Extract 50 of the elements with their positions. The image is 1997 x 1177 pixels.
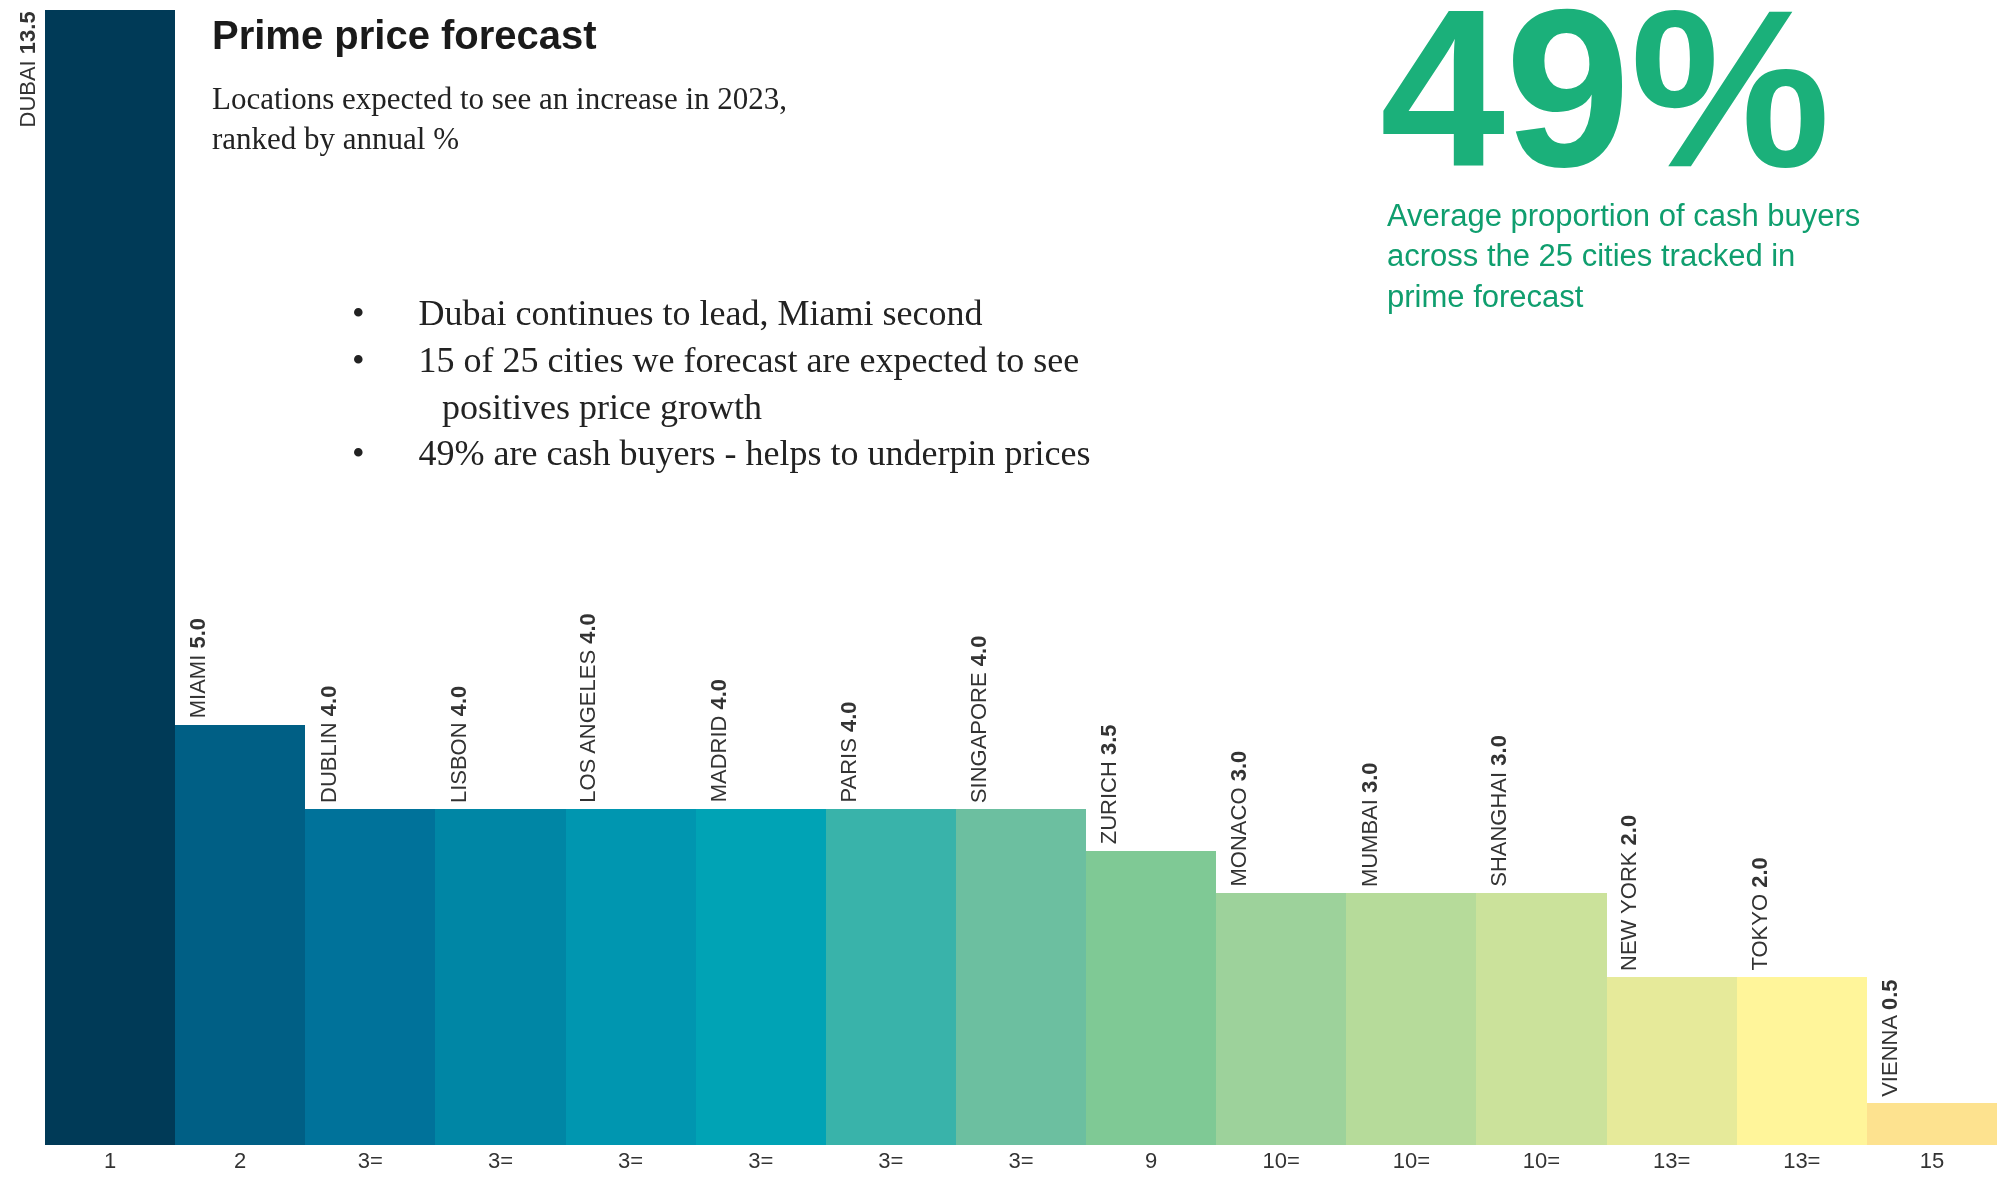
data-label: SINGAPORE 4.0 xyxy=(965,635,991,804)
data-label: LISBON 4.0 xyxy=(445,685,471,804)
x-tick-label: 3= xyxy=(1008,1148,1034,1173)
bar xyxy=(1086,851,1216,1145)
x-tick-label: 3= xyxy=(878,1148,904,1173)
data-label: SHANGHAI 3.0 xyxy=(1486,735,1512,887)
x-tick-label: 1 xyxy=(103,1148,117,1173)
x-tick-label: 3= xyxy=(357,1148,383,1173)
data-label: PARIS 4.0 xyxy=(836,701,862,803)
annotation: • 15 of 25 cities we forecast are expected to see positives price growth xyxy=(352,339,1080,427)
bar xyxy=(1476,893,1607,1145)
data-label: DUBLIN 4.0 xyxy=(315,685,341,803)
x-tick-label: 13= xyxy=(1783,1148,1821,1173)
bar xyxy=(305,809,435,1145)
text: Locations expected to see an increase in 2023, ranked by annual % xyxy=(212,81,787,157)
x-tick-label: 3= xyxy=(748,1148,774,1173)
bar xyxy=(1346,893,1476,1145)
bar xyxy=(1867,1103,1997,1145)
x-tick-label: 3= xyxy=(487,1148,514,1173)
bar xyxy=(1607,977,1737,1145)
data-label: NEW YORK 2.0 xyxy=(1616,814,1642,971)
bar xyxy=(1737,977,1867,1145)
x-tick-label: 15 xyxy=(1919,1148,1945,1173)
annotation: • Dubai continues to lead, Miami second xyxy=(352,293,983,333)
bar xyxy=(956,809,1086,1145)
bar xyxy=(696,809,826,1145)
data-label: MADRID 4.0 xyxy=(705,678,731,803)
data-label: TOKYO 2.0 xyxy=(1746,857,1772,971)
chart-title: Prime price forecast xyxy=(212,13,597,57)
data-label: MUMBAI 3.0 xyxy=(1356,762,1382,888)
x-tick-label: 10= xyxy=(1262,1148,1300,1173)
x-tick-label: 9 xyxy=(1145,1148,1158,1173)
bar xyxy=(566,809,696,1145)
x-tick-label: 10= xyxy=(1392,1148,1431,1173)
x-tick-label: 10= xyxy=(1522,1148,1561,1173)
data-label: ZURICH 3.5 xyxy=(1095,724,1121,845)
bar xyxy=(826,809,956,1145)
bar xyxy=(45,10,175,1145)
x-tick-label: 2 xyxy=(234,1148,247,1173)
data-label: MONACO 3.0 xyxy=(1225,750,1251,887)
data-label: MIAMI 5.0 xyxy=(185,617,210,719)
data-label: LOS ANGELES 4.0 xyxy=(575,613,601,803)
x-tick-label: 13= xyxy=(1653,1148,1691,1173)
data-label: DUBAI 13.5 xyxy=(14,11,40,128)
annotation: • 49% are cash buyers - helps to underpin prices xyxy=(352,433,1091,474)
bar xyxy=(435,809,566,1145)
data-label: VIENNA 0.5 xyxy=(1876,979,1902,1097)
bar xyxy=(175,725,305,1145)
bar xyxy=(1216,893,1346,1145)
x-tick-label: 3= xyxy=(618,1148,644,1173)
